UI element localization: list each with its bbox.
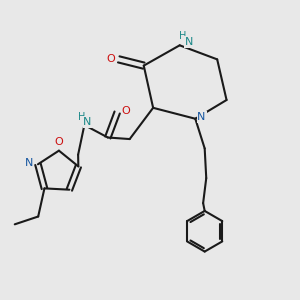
Text: N: N	[83, 117, 92, 127]
Text: H: H	[78, 112, 85, 122]
Text: O: O	[106, 54, 115, 64]
Text: N: N	[185, 37, 193, 47]
Text: O: O	[122, 106, 130, 116]
Text: O: O	[55, 137, 63, 147]
Text: N: N	[25, 158, 33, 168]
Text: N: N	[197, 112, 206, 122]
Text: H: H	[179, 31, 187, 41]
